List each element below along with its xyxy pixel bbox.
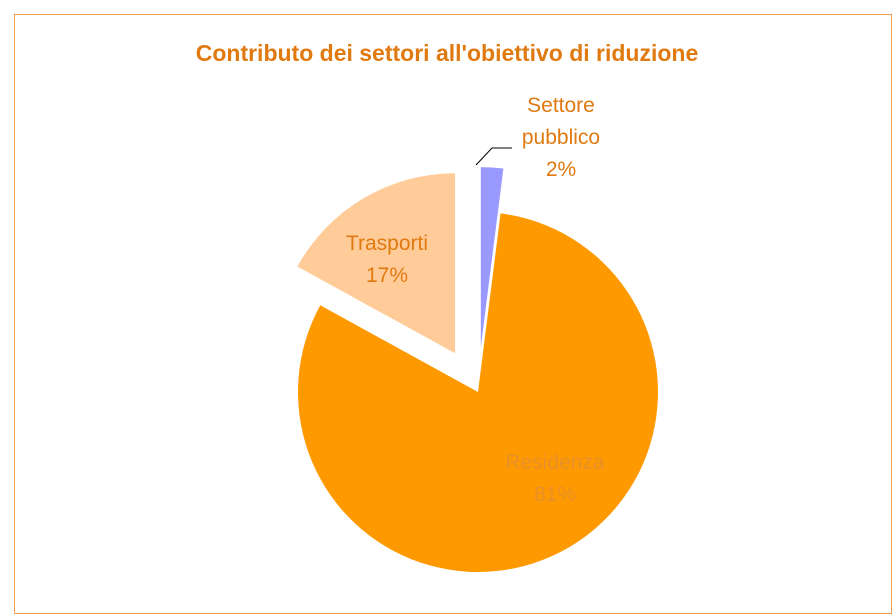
pie-slice [480,167,504,348]
slice-label: Settore pubblico [521,94,601,149]
chart-title: Contributo dei settori all'obiettivo di … [195,40,699,66]
pie-slice [297,173,456,354]
pie-slice [297,213,658,572]
slice-label: Residenza [505,451,605,474]
slice-value-label: 2% [545,158,577,181]
slice-value-label: 17% [365,264,409,287]
slice-value-label: 81% [533,483,577,506]
slice-label: Trasporti [345,232,429,255]
leader-line [475,147,512,166]
